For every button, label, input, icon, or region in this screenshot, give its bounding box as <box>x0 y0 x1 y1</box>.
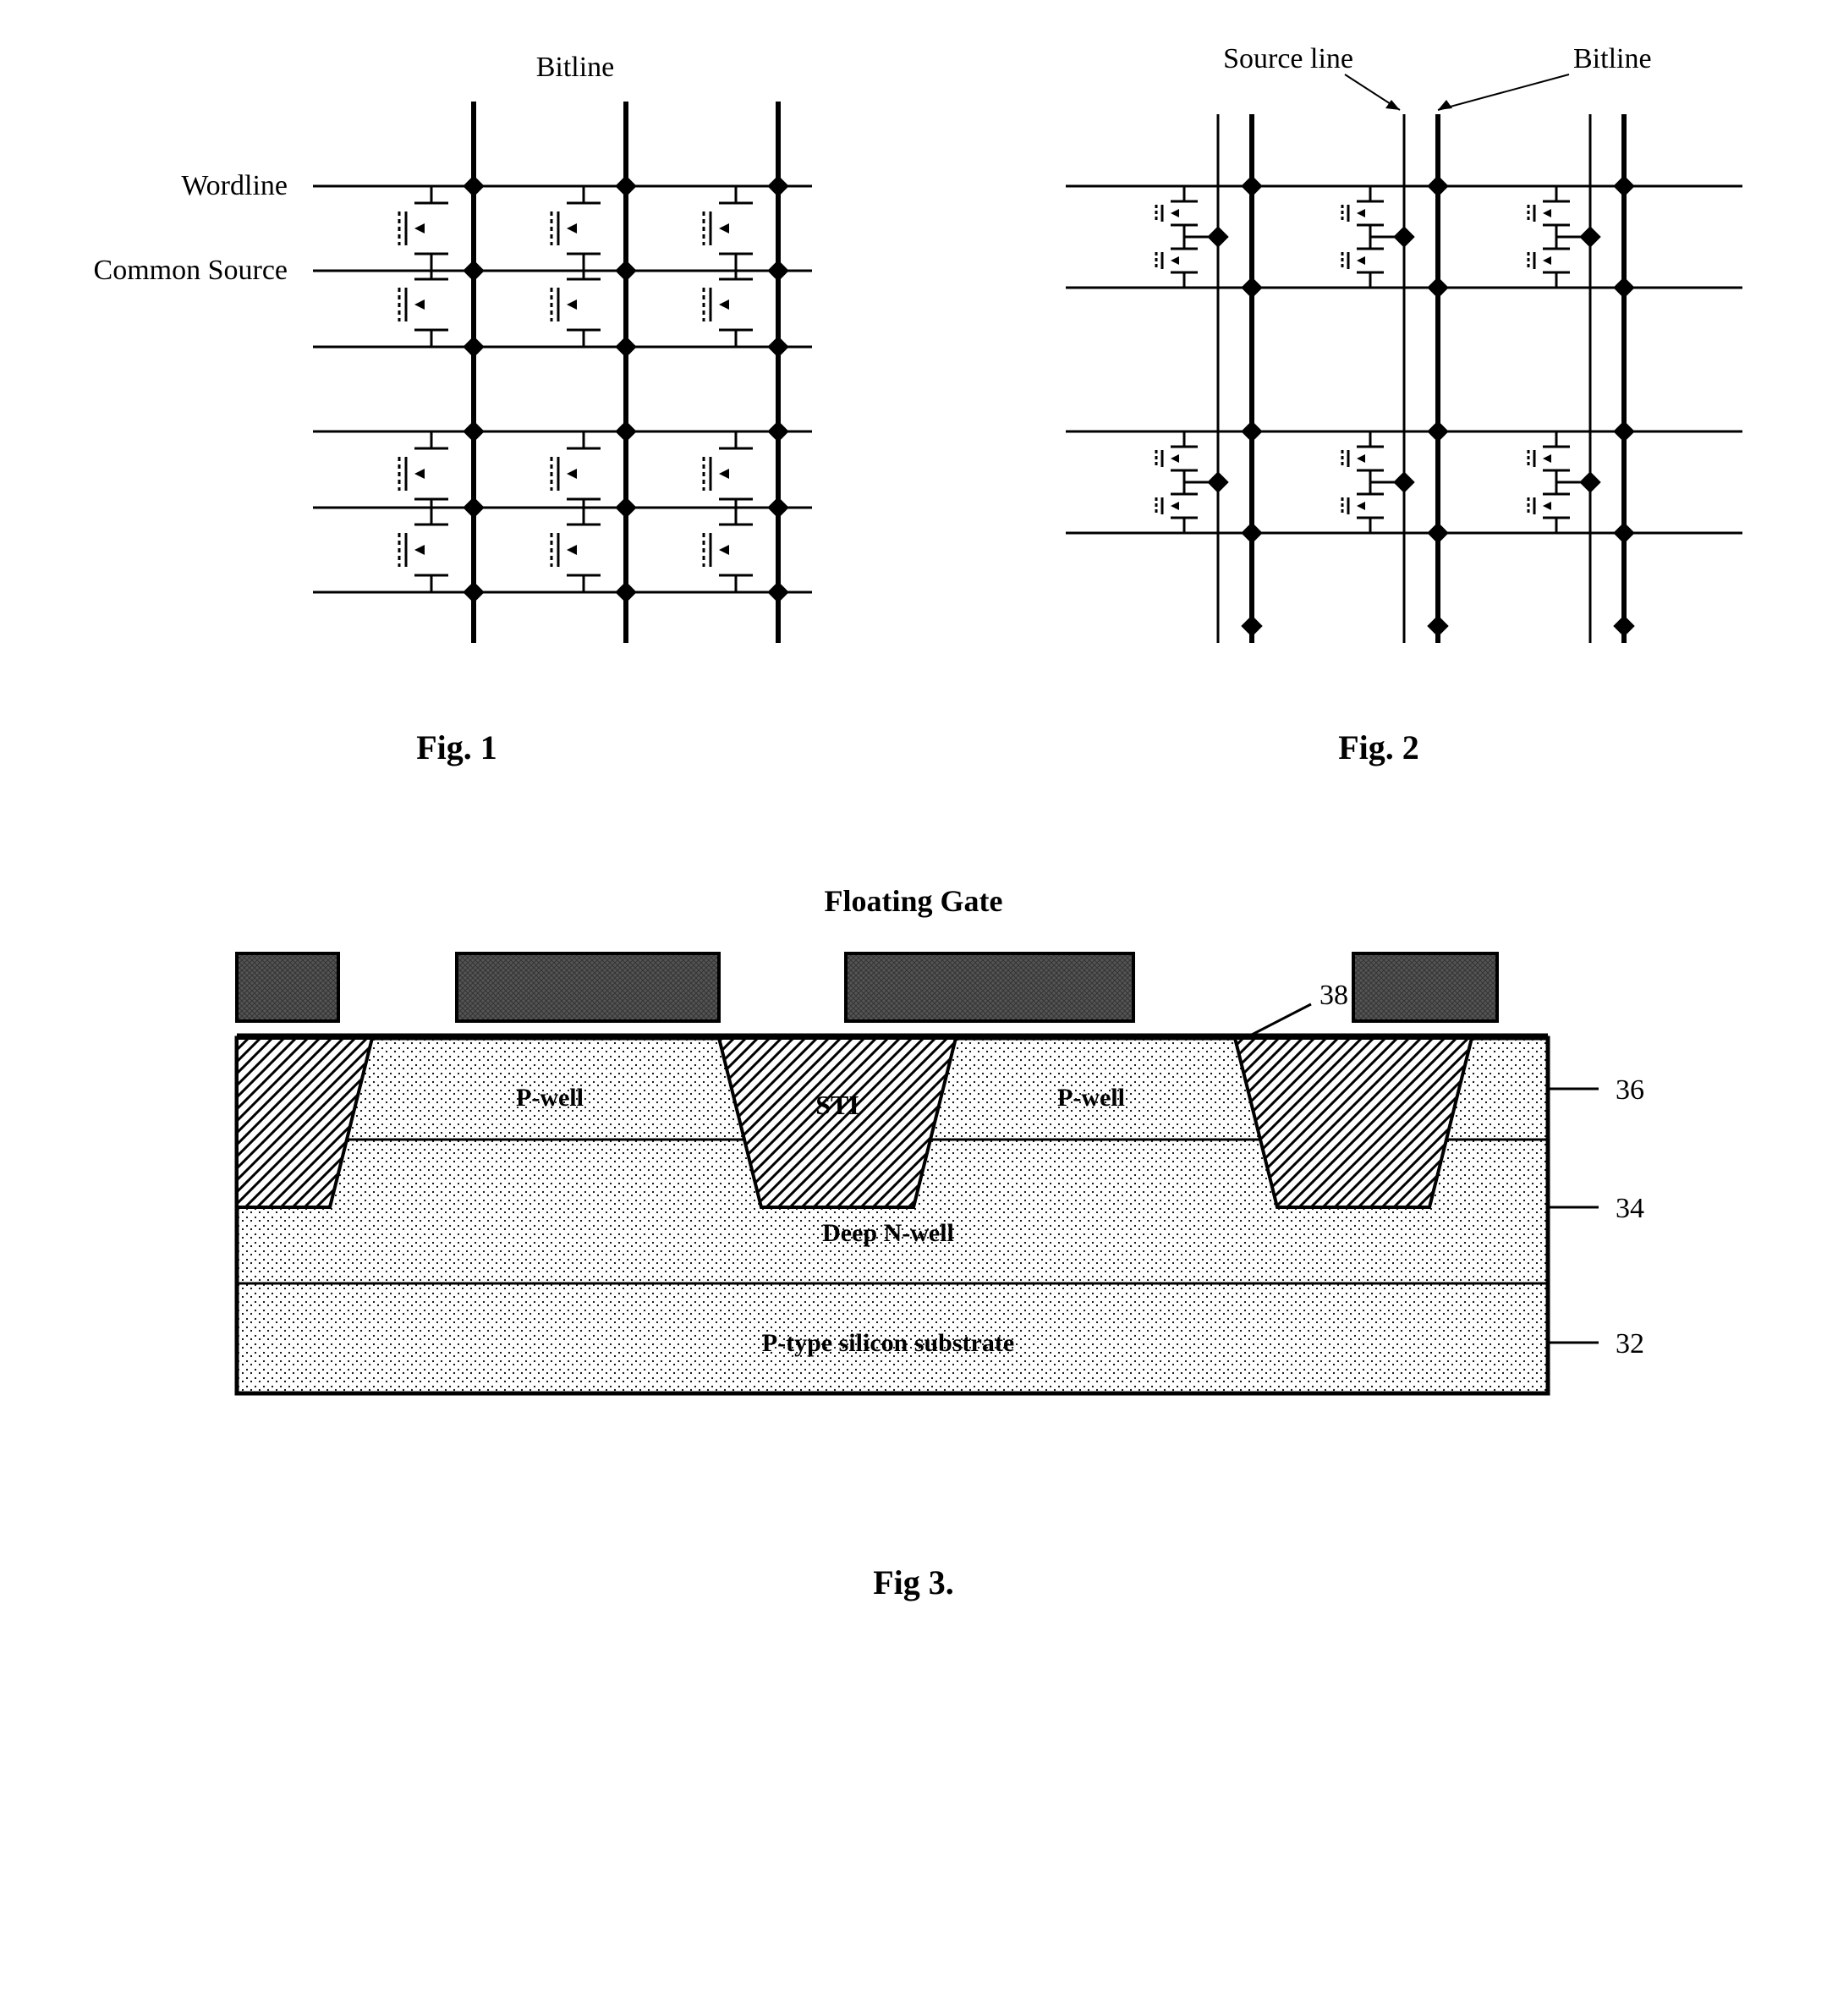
fig3-sti-label: STI <box>815 1090 859 1120</box>
figure-3: Floating Gate P-well P-well STI Deep N-w… <box>34 869 1793 1602</box>
fig1-commonsource-label: Common Source <box>94 255 288 286</box>
fig3-ref-32: 32 <box>1616 1328 1644 1360</box>
fig3-ref-38: 38 <box>1320 980 1348 1011</box>
fig1-circuit: Bitline Wordline Common Source <box>34 34 880 677</box>
fig3-title: Floating Gate <box>825 884 1003 918</box>
fig3-pwell-b: P-well <box>1057 1084 1125 1112</box>
fig3-caption: Fig 3. <box>873 1563 954 1602</box>
fig2-sourceline-label: Source line <box>1223 43 1353 74</box>
fig3-ref-36: 36 <box>1616 1074 1644 1106</box>
fig3-substrate-label: P-type silicon substrate <box>762 1329 1014 1357</box>
fig1-bitline-label: Bitline <box>536 52 615 83</box>
fig2-bitline-label: Bitline <box>1573 43 1652 74</box>
fig2-circuit: Source line Bitline <box>964 34 1793 677</box>
fig1-caption: Fig. 1 <box>416 728 497 767</box>
fig3-nwell-label: Deep N-well <box>822 1219 954 1247</box>
fig3-pwell-a: P-well <box>516 1084 584 1112</box>
fig3-cross-section: Floating Gate P-well P-well STI Deep N-w… <box>110 869 1717 1512</box>
fig2-caption: Fig. 2 <box>1338 728 1419 767</box>
fig3-ref-34: 34 <box>1616 1193 1644 1224</box>
fig1-wordline-label: Wordline <box>181 170 288 201</box>
figure-1: Bitline Wordline Common Source <box>34 34 880 767</box>
figure-2: Source line Bitline <box>964 34 1793 767</box>
